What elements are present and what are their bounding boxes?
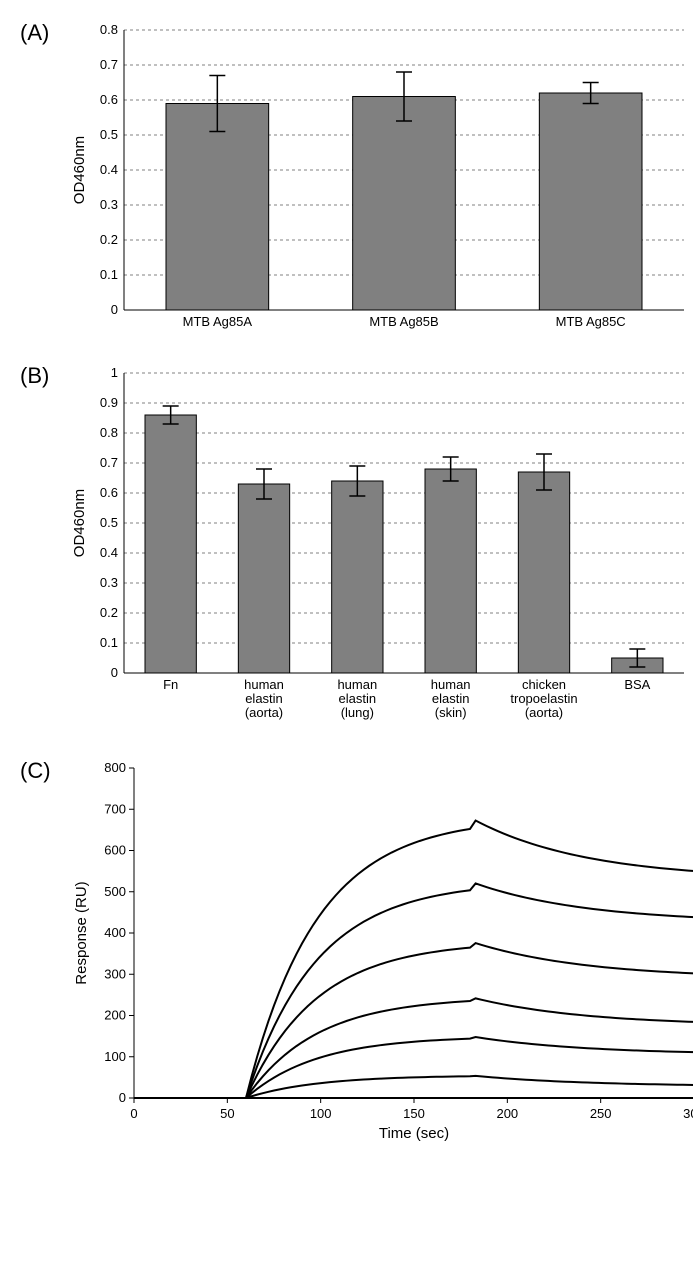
- svg-text:Time (sec): Time (sec): [379, 1125, 449, 1142]
- svg-text:0: 0: [111, 665, 118, 680]
- bar: [332, 481, 383, 673]
- svg-text:500: 500: [104, 884, 126, 899]
- category-label: BSA: [624, 677, 650, 692]
- category-label: Fn: [163, 677, 178, 692]
- category-label: (aorta): [525, 705, 563, 720]
- svg-text:0.8: 0.8: [100, 425, 118, 440]
- category-label: human: [337, 677, 377, 692]
- category-label: MTB Ag85B: [369, 314, 438, 329]
- svg-text:0.5: 0.5: [100, 127, 118, 142]
- svg-text:0.1: 0.1: [100, 635, 118, 650]
- category-label: human: [431, 677, 471, 692]
- svg-text:0.1: 0.1: [100, 267, 118, 282]
- spr-curve: [134, 821, 693, 1098]
- bar: [425, 469, 476, 673]
- svg-text:700: 700: [104, 801, 126, 816]
- category-label: elastin: [245, 691, 283, 706]
- svg-text:OD460nm: OD460nm: [71, 489, 88, 557]
- svg-text:100: 100: [310, 1106, 332, 1121]
- svg-text:50: 50: [220, 1106, 234, 1121]
- panel-a-chart: 0 0.1 0.2 0.3 0.4 0.5 0.6 0.7 0.8 OD460nm MTB Ag85…: [64, 20, 673, 338]
- svg-text:800: 800: [104, 760, 126, 775]
- spr-curve: [134, 943, 693, 1098]
- svg-text:0.2: 0.2: [100, 232, 118, 247]
- svg-text:OD460nm: OD460nm: [71, 136, 88, 204]
- category-label: human: [244, 677, 284, 692]
- svg-text:600: 600: [104, 843, 126, 858]
- spr-curve: [134, 883, 693, 1098]
- category-label: MTB Ag85A: [183, 314, 253, 329]
- svg-text:0.6: 0.6: [100, 92, 118, 107]
- svg-text:100: 100: [104, 1049, 126, 1064]
- svg-text:0.6: 0.6: [100, 485, 118, 500]
- panel-b-chart: 0 0.1 0.2 0.3 0.4 0.5 0.6 0.7 0.8 0.9 1 OD460nm Fn hu…: [64, 363, 673, 733]
- spr-curve: [134, 1037, 693, 1098]
- svg-text:300: 300: [104, 966, 126, 981]
- svg-text:0.2: 0.2: [100, 605, 118, 620]
- category-label: tropoelastin: [510, 691, 577, 706]
- svg-text:0: 0: [130, 1106, 137, 1121]
- bar: [166, 104, 269, 311]
- category-label: (aorta): [245, 705, 283, 720]
- svg-text:0.3: 0.3: [100, 575, 118, 590]
- svg-text:0.5: 0.5: [100, 515, 118, 530]
- spr-curve: [134, 1076, 693, 1098]
- bar: [238, 484, 289, 673]
- svg-text:0: 0: [111, 302, 118, 317]
- svg-text:0.7: 0.7: [100, 57, 118, 72]
- svg-text:0.7: 0.7: [100, 455, 118, 470]
- svg-text:0.9: 0.9: [100, 395, 118, 410]
- svg-text:300: 300: [683, 1106, 693, 1121]
- category-label: (skin): [435, 705, 467, 720]
- bar: [353, 97, 456, 311]
- svg-text:200: 200: [104, 1008, 126, 1023]
- bar: [539, 93, 642, 310]
- category-label: MTB Ag85C: [556, 314, 626, 329]
- bar: [518, 472, 569, 673]
- svg-text:150: 150: [403, 1106, 425, 1121]
- category-label: elastin: [432, 691, 470, 706]
- panel-a-label: (A): [20, 20, 49, 46]
- panel-c-label: (C): [20, 758, 51, 784]
- svg-text:0: 0: [119, 1090, 126, 1105]
- category-label: chicken: [522, 677, 566, 692]
- category-label: elastin: [339, 691, 377, 706]
- svg-text:0.3: 0.3: [100, 197, 118, 212]
- svg-text:0.4: 0.4: [100, 162, 118, 177]
- svg-text:250: 250: [590, 1106, 612, 1121]
- svg-text:200: 200: [496, 1106, 518, 1121]
- panel-c-chart: 0 100 200 300 400 500 600 700 800 0 50 100 150 200 250…: [64, 758, 673, 1144]
- panel-b: (B) 0 0.1 0.2 0.3 0.4 0.5 0.6 0.7 0.8 0.9 1 OD460nm…: [20, 363, 673, 733]
- svg-text:Response (RU): Response (RU): [73, 881, 90, 984]
- bar: [145, 415, 196, 673]
- panel-a: (A) 0 0.1 0.2 0.3 0.4 0.5 0.6 0.7 0.8 OD460nm MTB …: [20, 20, 673, 338]
- svg-text:0.4: 0.4: [100, 545, 118, 560]
- panel-b-label: (B): [20, 363, 49, 389]
- panel-c: (C) 0 100 200 300 400 500 600 700 800 0 50 100 150 20…: [20, 758, 673, 1144]
- svg-text:0.8: 0.8: [100, 22, 118, 37]
- svg-text:400: 400: [104, 925, 126, 940]
- category-label: (lung): [341, 705, 374, 720]
- svg-text:1: 1: [111, 365, 118, 380]
